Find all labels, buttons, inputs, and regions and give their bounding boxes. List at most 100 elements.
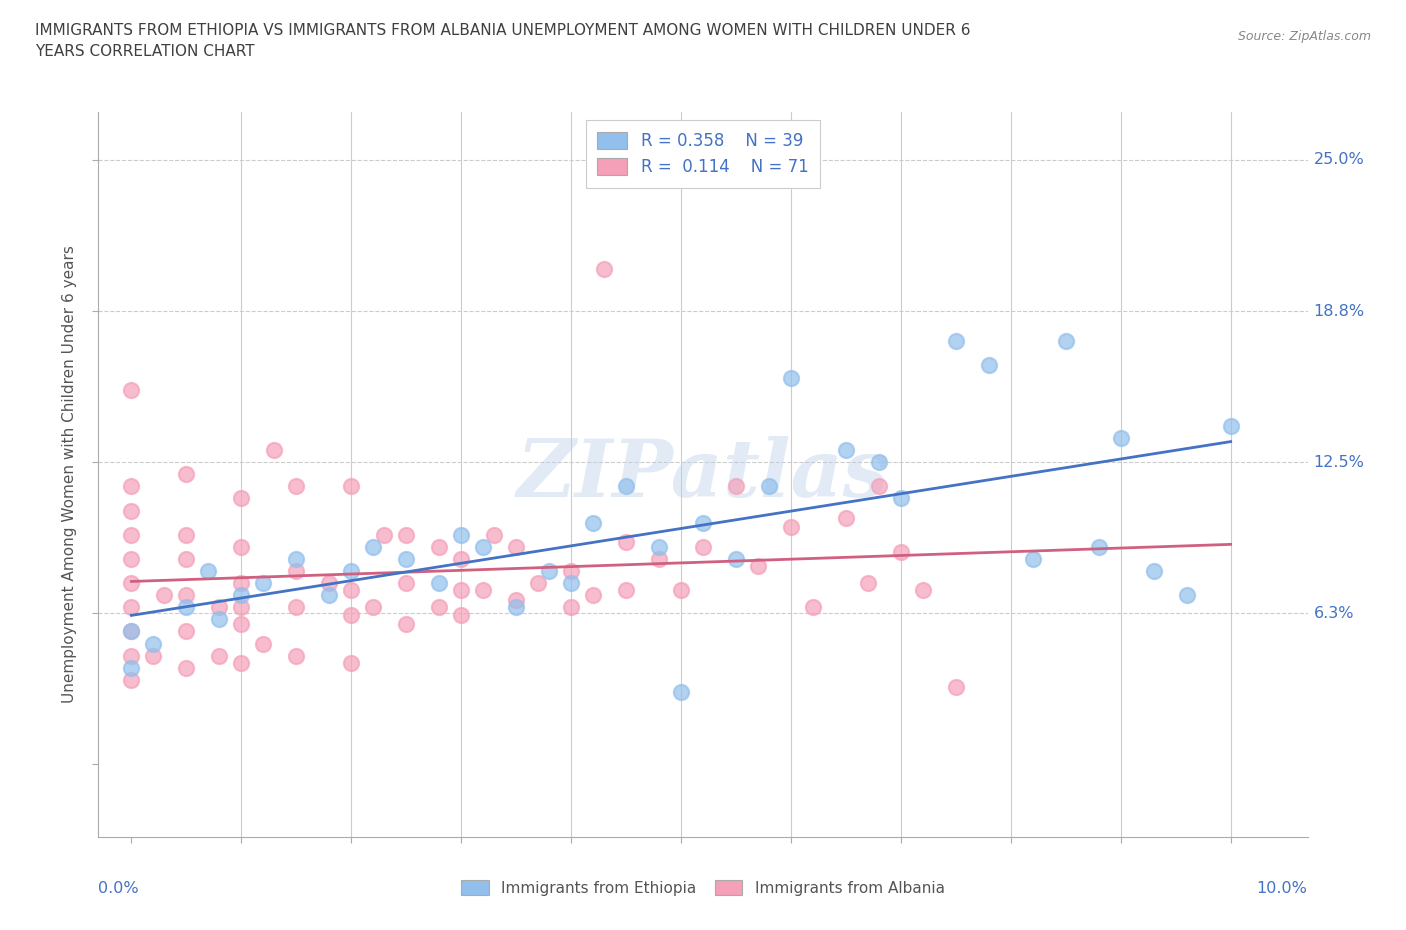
Text: IMMIGRANTS FROM ETHIOPIA VS IMMIGRANTS FROM ALBANIA UNEMPLOYMENT AMONG WOMEN WIT: IMMIGRANTS FROM ETHIOPIA VS IMMIGRANTS F… <box>35 23 970 60</box>
Point <box>582 588 605 603</box>
Point <box>450 607 472 622</box>
Point <box>801 600 824 615</box>
Point <box>890 491 912 506</box>
Point <box>669 583 692 598</box>
Point <box>472 583 495 598</box>
Point <box>153 588 176 603</box>
Point <box>120 576 142 591</box>
Text: 0.0%: 0.0% <box>98 881 139 896</box>
Point <box>120 479 142 494</box>
Point <box>340 479 363 494</box>
Point <box>560 600 582 615</box>
Point <box>527 576 550 591</box>
Point <box>472 539 495 554</box>
Point <box>120 503 142 518</box>
Point <box>252 576 274 591</box>
Point <box>318 576 340 591</box>
Point <box>120 648 142 663</box>
Point <box>1087 539 1109 554</box>
Point <box>176 588 198 603</box>
Point <box>1109 431 1132 445</box>
Point <box>692 515 714 530</box>
Point <box>176 600 198 615</box>
Point <box>231 617 253 631</box>
Point <box>560 564 582 578</box>
Point <box>340 583 363 598</box>
Point <box>285 648 308 663</box>
Point <box>582 515 605 530</box>
Point <box>505 592 527 607</box>
Point <box>395 576 418 591</box>
Point <box>120 382 142 397</box>
Point <box>890 544 912 559</box>
Point <box>977 358 1000 373</box>
Point <box>176 527 198 542</box>
Point <box>231 491 253 506</box>
Point <box>505 600 527 615</box>
Legend: R = 0.358    N = 39, R =  0.114    N = 71: R = 0.358 N = 39, R = 0.114 N = 71 <box>586 120 820 188</box>
Point <box>231 656 253 671</box>
Point <box>120 600 142 615</box>
Point <box>450 583 472 598</box>
Point <box>724 551 747 566</box>
Point <box>395 527 418 542</box>
Point <box>252 636 274 651</box>
Point <box>505 539 527 554</box>
Text: 6.3%: 6.3% <box>1313 605 1354 621</box>
Point <box>395 617 418 631</box>
Point <box>593 261 616 276</box>
Point <box>868 455 890 470</box>
Point <box>120 624 142 639</box>
Point <box>835 443 858 458</box>
Point <box>208 600 231 615</box>
Point <box>120 551 142 566</box>
Point <box>427 576 450 591</box>
Point <box>340 564 363 578</box>
Point <box>945 680 967 695</box>
Point <box>285 564 308 578</box>
Point <box>538 564 561 578</box>
Text: 25.0%: 25.0% <box>1313 153 1364 167</box>
Point <box>231 576 253 591</box>
Point <box>780 520 803 535</box>
Point <box>780 370 803 385</box>
Text: 10.0%: 10.0% <box>1257 881 1308 896</box>
Point <box>176 467 198 482</box>
Point <box>692 539 714 554</box>
Point <box>560 576 582 591</box>
Point <box>427 539 450 554</box>
Point <box>340 656 363 671</box>
Point <box>648 551 671 566</box>
Point <box>868 479 890 494</box>
Point <box>1054 334 1077 349</box>
Point <box>120 527 142 542</box>
Point <box>142 648 165 663</box>
Point <box>614 535 637 550</box>
Point <box>197 564 219 578</box>
Point <box>482 527 505 542</box>
Point <box>361 539 384 554</box>
Point <box>142 636 165 651</box>
Text: Source: ZipAtlas.com: Source: ZipAtlas.com <box>1237 30 1371 43</box>
Point <box>231 588 253 603</box>
Point <box>669 684 692 699</box>
Point <box>1143 564 1166 578</box>
Point <box>285 600 308 615</box>
Point <box>427 600 450 615</box>
Y-axis label: Unemployment Among Women with Children Under 6 years: Unemployment Among Women with Children U… <box>62 246 77 703</box>
Point <box>361 600 384 615</box>
Point <box>747 559 769 574</box>
Point <box>1219 418 1241 433</box>
Point <box>231 539 253 554</box>
Point <box>120 672 142 687</box>
Text: 18.8%: 18.8% <box>1313 303 1365 319</box>
Point <box>648 539 671 554</box>
Point <box>724 479 747 494</box>
Point <box>450 551 472 566</box>
Point <box>614 479 637 494</box>
Point <box>450 527 472 542</box>
Point <box>120 624 142 639</box>
Point <box>373 527 395 542</box>
Point <box>176 551 198 566</box>
Text: 12.5%: 12.5% <box>1313 455 1364 470</box>
